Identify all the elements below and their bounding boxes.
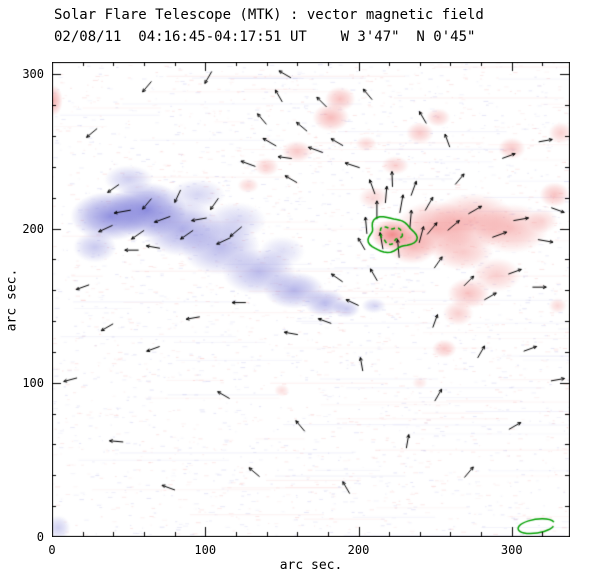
x-axis-label: arc sec. bbox=[279, 558, 343, 573]
y-tick-label: 300 bbox=[22, 67, 44, 82]
x-tick-label: 300 bbox=[500, 543, 523, 557]
x-tick-label: 0 bbox=[48, 543, 56, 557]
y-tick-label: 0 bbox=[36, 530, 44, 544]
y-tick-label: 100 bbox=[22, 375, 44, 390]
magnetogram-plot bbox=[52, 62, 570, 537]
y-tick-label: 200 bbox=[22, 221, 44, 236]
x-tick-label: 100 bbox=[194, 543, 217, 557]
y-axis-label: arc sec. bbox=[4, 268, 20, 332]
chart-subtitle: 02/08/11 04:16:45-04:17:51 UT W 3'47" N … bbox=[54, 29, 476, 45]
x-tick-label: 200 bbox=[347, 543, 370, 557]
chart-title: Solar Flare Telescope (MTK) : vector mag… bbox=[54, 7, 484, 23]
